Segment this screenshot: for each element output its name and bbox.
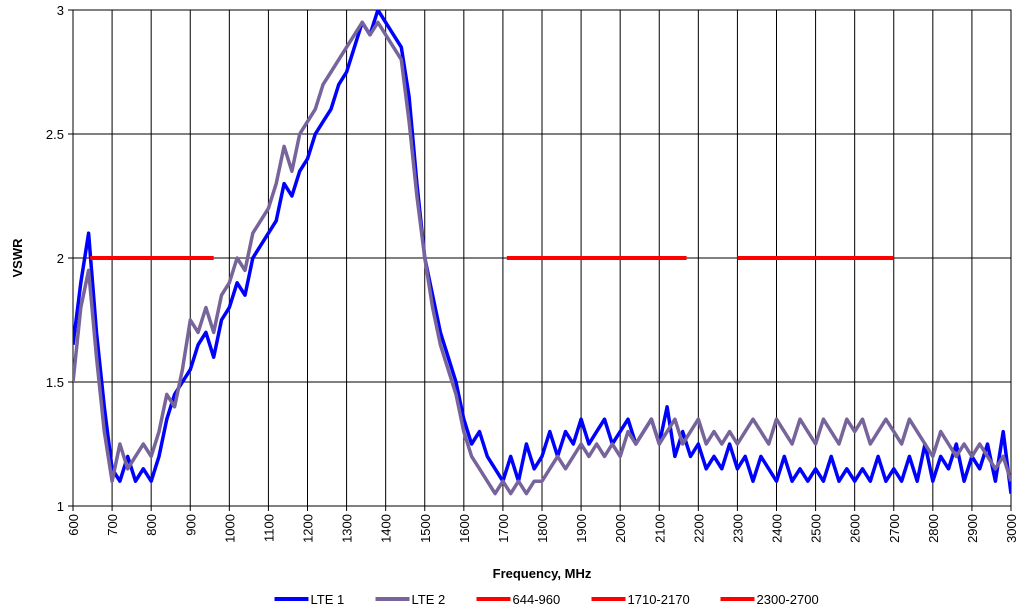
x-tick-label: 1600	[457, 514, 472, 543]
y-axis-title: VSWR	[10, 238, 25, 278]
x-tick-label: 2500	[809, 514, 824, 543]
x-tick-label: 700	[105, 514, 120, 536]
x-tick-label: 1500	[418, 514, 433, 543]
x-tick-label: 1400	[379, 514, 394, 543]
x-tick-label: 800	[144, 514, 159, 536]
legend-label: 1710-2170	[628, 592, 690, 607]
series-line	[73, 20, 1011, 496]
x-tick-label: 2900	[965, 514, 980, 543]
legend-label: 2300-2700	[757, 592, 819, 607]
x-tick-label: 900	[183, 514, 198, 536]
plot-border	[72, 9, 1012, 507]
x-axis-title: Frequency, MHz	[493, 566, 592, 581]
legend-label: LTE 1	[311, 592, 345, 607]
x-tick-label: 2600	[848, 514, 863, 543]
x-tick-label: 2000	[613, 514, 628, 543]
x-tick-label: 1000	[222, 514, 237, 543]
series-line	[73, 10, 1011, 494]
series-group	[73, 10, 1011, 496]
x-tick-label: 600	[66, 514, 81, 536]
y-tick-label: 1	[57, 499, 64, 514]
x-tick-label: 1300	[340, 514, 355, 543]
x-tick-label: 1200	[301, 514, 316, 543]
y-tick-label: 2	[57, 251, 64, 266]
x-tick-label: 2800	[926, 514, 941, 543]
x-tick-label: 1100	[261, 514, 276, 542]
x-tick-label: 1700	[496, 514, 511, 543]
x-tick-label: 2700	[887, 514, 902, 543]
y-tick-label: 3	[57, 3, 64, 18]
x-tick-label: 1900	[574, 514, 589, 543]
x-tick-label: 3000	[1004, 514, 1017, 543]
x-tick-label: 2100	[652, 514, 667, 543]
x-tick-label: 1800	[535, 514, 550, 543]
legend-label: 644-960	[513, 592, 561, 607]
legend-label: LTE 2	[412, 592, 446, 607]
x-tick-label: 2300	[730, 514, 745, 543]
y-tick-label: 2.5	[46, 127, 64, 142]
x-tick-label: 2200	[691, 514, 706, 543]
y-tick-label: 1.5	[46, 375, 64, 390]
x-tick-label: 2400	[770, 514, 785, 543]
